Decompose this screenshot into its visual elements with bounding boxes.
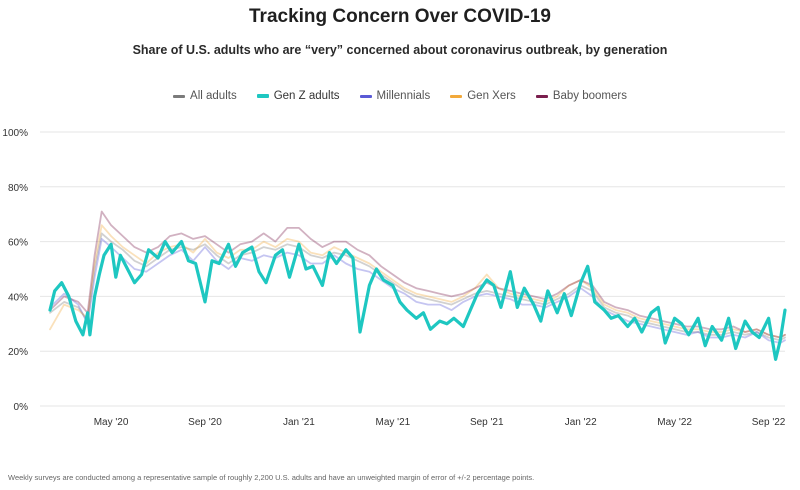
y-tick-label: 0% bbox=[14, 402, 29, 413]
x-tick-label: May '20 bbox=[94, 417, 129, 428]
x-tick-label: Jan '22 bbox=[565, 417, 597, 428]
y-tick-label: 60% bbox=[8, 238, 28, 249]
legend-swatch-gen-x bbox=[450, 94, 463, 98]
y-tick-label: 80% bbox=[8, 183, 28, 194]
legend-item-boomers[interactable]: Baby boomers bbox=[535, 90, 627, 102]
chart-legend: All adults Gen Z adults Millennials Gen … bbox=[0, 90, 800, 102]
x-tick-label: Sep '22 bbox=[752, 417, 786, 428]
legend-label-gen-x: Gen Xers bbox=[467, 90, 516, 102]
legend-swatch-boomers bbox=[535, 94, 548, 98]
x-tick-label: Sep '20 bbox=[188, 417, 222, 428]
series-line-all-adults bbox=[49, 232, 786, 342]
x-tick-label: Sep '21 bbox=[470, 417, 504, 428]
x-tick-label: Jan '21 bbox=[283, 417, 315, 428]
legend-item-all-adults[interactable]: All adults bbox=[173, 90, 237, 102]
x-axis-ticks: May '20 Sep '20 Jan '21 May '21 Sep '21 Jan '… bbox=[94, 417, 786, 428]
series-line-gen-z bbox=[48, 240, 787, 361]
legend-item-gen-x[interactable]: Gen Xers bbox=[450, 90, 516, 102]
y-tick-label: 20% bbox=[8, 347, 28, 358]
y-axis-ticks: 0% 20% 40% 60% 80% 100% bbox=[2, 128, 28, 413]
legend-label-all-adults: All adults bbox=[190, 90, 237, 102]
y-tick-label: 100% bbox=[2, 128, 28, 139]
chart-subtitle: Share of U.S. adults who are “very” conc… bbox=[132, 43, 668, 57]
footnote: Weekly surveys are conducted among a rep… bbox=[8, 473, 535, 482]
chart-title: Tracking Concern Over COVID-19 bbox=[249, 6, 551, 27]
legend-item-gen-z[interactable]: Gen Z adults bbox=[256, 90, 340, 102]
legend-label-boomers: Baby boomers bbox=[552, 90, 627, 102]
series-line-gen-x bbox=[49, 224, 786, 339]
legend-label-millennials: Millennials bbox=[376, 90, 431, 102]
series-line-boomers bbox=[49, 210, 786, 339]
series-line-millennials bbox=[49, 237, 786, 344]
legend-swatch-millennials bbox=[359, 94, 372, 98]
legend-swatch-all-adults bbox=[173, 94, 186, 98]
legend-swatch-gen-z bbox=[256, 94, 269, 98]
x-tick-label: May '21 bbox=[375, 417, 410, 428]
x-tick-label: May '22 bbox=[657, 417, 692, 428]
series-lines bbox=[48, 210, 787, 361]
y-tick-label: 40% bbox=[8, 292, 28, 303]
legend-item-millennials[interactable]: Millennials bbox=[359, 90, 431, 102]
legend-label-gen-z: Gen Z adults bbox=[273, 90, 340, 102]
gridlines bbox=[40, 131, 785, 407]
